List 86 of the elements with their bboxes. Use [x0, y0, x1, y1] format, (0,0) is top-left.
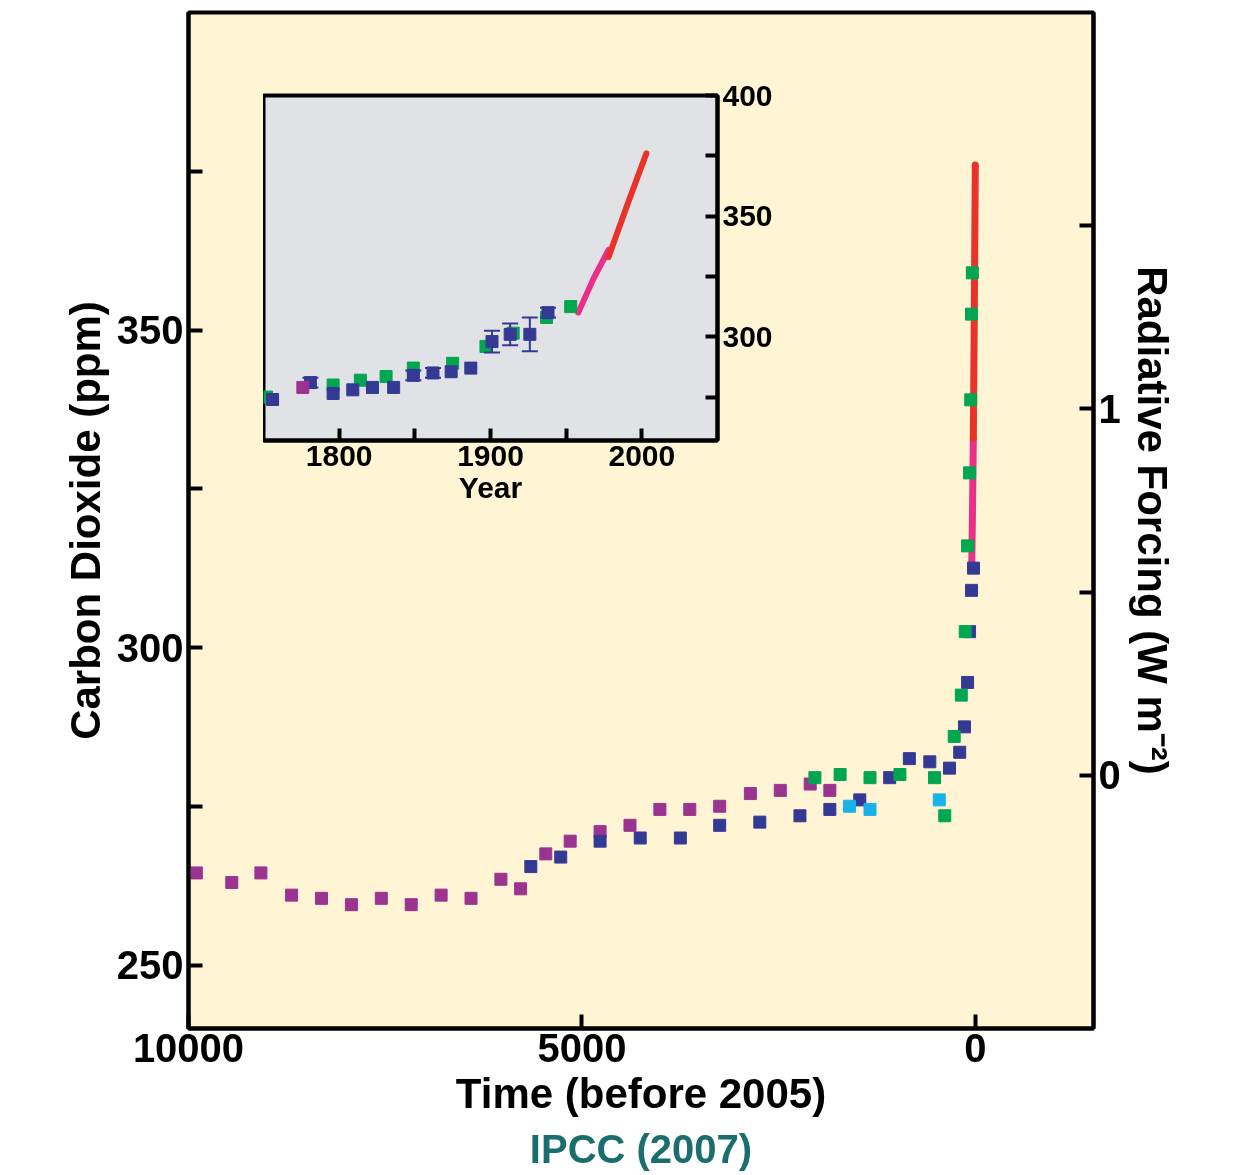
point [793, 809, 807, 823]
point [954, 688, 968, 702]
point [683, 802, 697, 816]
point [464, 361, 478, 375]
point [966, 561, 980, 575]
text: IPCC (2007) [529, 1126, 753, 1171]
point [404, 898, 418, 912]
point [673, 831, 687, 845]
point [653, 802, 667, 816]
y-tick-label: 250 [116, 943, 184, 987]
x-tick-label: 5000 [537, 1025, 627, 1070]
point [938, 809, 952, 823]
point [932, 793, 946, 807]
x-axis-title: Time (before 2005) [455, 1069, 827, 1117]
y-tick-label: 350 [722, 199, 773, 233]
point [958, 625, 972, 639]
point [953, 745, 967, 759]
y-tick-label: 350 [116, 308, 184, 352]
point [902, 752, 916, 766]
point [623, 818, 637, 832]
point [965, 266, 979, 280]
y2-tick-label: 1 [1098, 386, 1121, 431]
x-tick-label: 1800 [305, 438, 373, 472]
point [189, 866, 203, 880]
point [753, 815, 767, 829]
point [564, 300, 578, 314]
point [539, 847, 553, 861]
x-tick-label: 10000 [132, 1025, 245, 1070]
point [893, 768, 907, 781]
point [713, 799, 727, 813]
point [344, 898, 358, 912]
x-tick-label: 2000 [608, 438, 676, 472]
point [254, 866, 268, 880]
point [464, 891, 478, 905]
point [965, 583, 979, 597]
point [863, 802, 877, 816]
point [494, 872, 508, 886]
point [928, 771, 942, 785]
x-axis-title: Year [458, 470, 523, 504]
point [942, 761, 956, 775]
point [524, 860, 538, 874]
point [964, 393, 978, 407]
point [379, 370, 393, 384]
point [963, 466, 977, 480]
y-tick-label: 300 [116, 625, 184, 670]
point [374, 891, 388, 905]
y2-axis-title: Radiative Forcing (W m⁻²) [1128, 266, 1176, 775]
x-tick-label: 0 [964, 1025, 987, 1070]
point [485, 335, 499, 349]
point [957, 720, 971, 734]
point [444, 365, 458, 379]
point [523, 327, 537, 341]
point [965, 307, 979, 321]
point [326, 386, 340, 400]
point [434, 888, 448, 902]
point [833, 768, 847, 781]
point [961, 675, 975, 689]
point [923, 755, 937, 769]
point [743, 787, 757, 801]
point [713, 818, 727, 832]
point [823, 783, 837, 797]
point [773, 783, 787, 797]
point [961, 539, 975, 553]
x-tick-label: 1900 [457, 438, 524, 472]
y-tick-label: 400 [722, 78, 773, 112]
point [554, 850, 568, 864]
point [633, 831, 647, 845]
point [315, 891, 328, 905]
point [563, 834, 577, 848]
y-tick-label: 300 [722, 319, 773, 353]
point [593, 834, 607, 848]
point [365, 380, 379, 394]
point [225, 875, 239, 889]
point [514, 882, 528, 896]
point [863, 771, 877, 785]
point [296, 380, 310, 394]
y2-tick-label: 0 [1098, 753, 1121, 798]
point [823, 802, 837, 816]
point [266, 392, 280, 406]
point [346, 383, 360, 397]
point [285, 888, 299, 902]
point [808, 771, 822, 785]
y-axis-title: Carbon Dioxide (ppm) [61, 301, 109, 740]
point [387, 380, 401, 394]
point [947, 729, 961, 743]
point [843, 799, 857, 813]
